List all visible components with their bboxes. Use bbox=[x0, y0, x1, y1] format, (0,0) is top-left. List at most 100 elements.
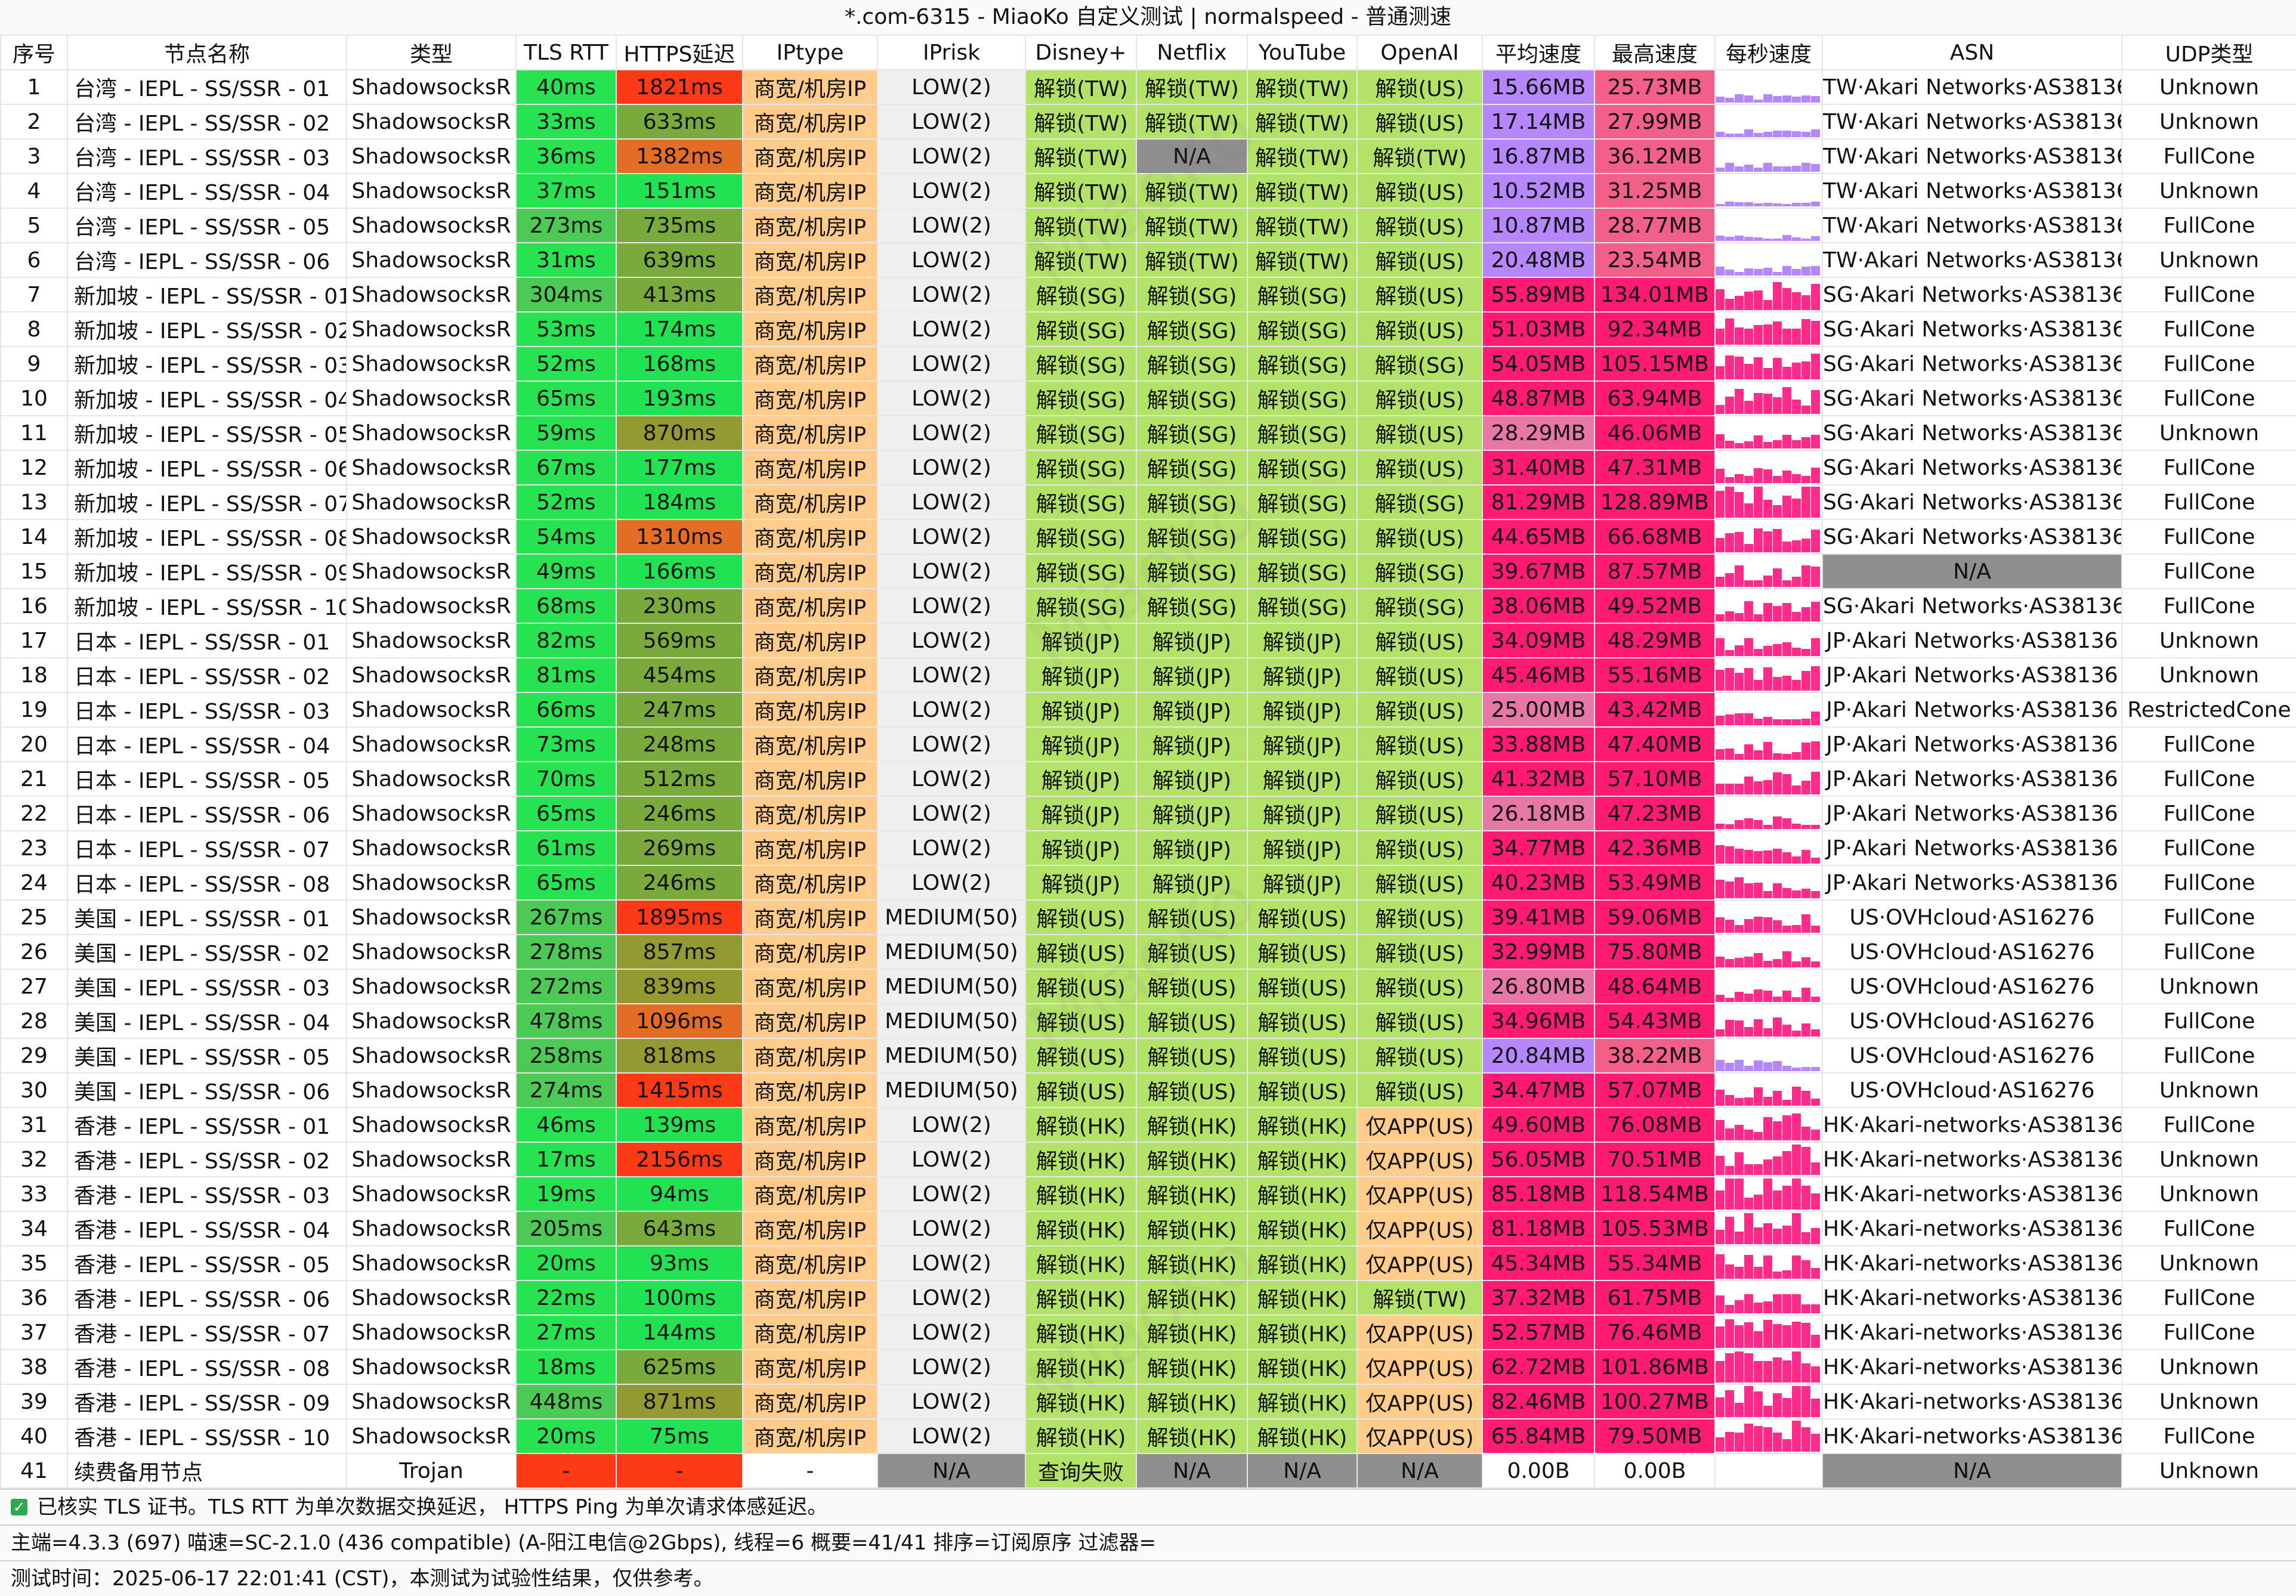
sparkline-bar bbox=[1725, 1179, 1734, 1210]
cell-iprisk: LOW(2) bbox=[877, 865, 1026, 901]
per-second-speed-sparkline bbox=[1714, 830, 1823, 866]
col-header-https-latency[interactable]: HTTPS延迟 bbox=[616, 35, 743, 70]
table-row[interactable]: 31 香港 - IEPL - SS/SSR - 01 ShadowsocksR 46m… bbox=[0, 1107, 2296, 1143]
table-row[interactable]: 22 日本 - IEPL - SS/SSR - 06 ShadowsocksR 65m… bbox=[0, 796, 2296, 831]
col-header-max-speed[interactable]: 最高速度 bbox=[1594, 35, 1716, 70]
table-row[interactable]: 12 新加坡 - IEPL - SS/SSR - 06 ShadowsocksR 67… bbox=[0, 450, 2296, 485]
table-row[interactable]: 14 新加坡 - IEPL - SS/SSR - 08 ShadowsocksR 54… bbox=[0, 519, 2296, 555]
col-header-per-second-speed[interactable]: 每秒速度 bbox=[1714, 35, 1823, 70]
sparkline-bar bbox=[1773, 1190, 1782, 1210]
col-header-disney[interactable]: Disney+ bbox=[1025, 35, 1137, 70]
sparkline-bar bbox=[1735, 673, 1744, 691]
cell-index: 30 bbox=[0, 1072, 68, 1108]
table-row[interactable]: 1 台湾 - IEPL - SS/SSR - 01 ShadowsocksR 40ms… bbox=[0, 69, 2296, 105]
cell-https-latency: 2156ms bbox=[616, 1142, 743, 1177]
col-header-udp-type[interactable]: UDP类型 bbox=[2121, 35, 2296, 70]
col-header-netflix[interactable]: Netflix bbox=[1136, 35, 1248, 70]
cell-avg-speed: 34.77MB bbox=[1482, 830, 1595, 866]
table-row[interactable]: 32 香港 - IEPL - SS/SSR - 02 ShadowsocksR 17m… bbox=[0, 1142, 2296, 1177]
col-header-type[interactable]: 类型 bbox=[346, 35, 517, 70]
cell-https-latency: 144ms bbox=[616, 1314, 743, 1350]
col-header-node-name[interactable]: 节点名称 bbox=[67, 35, 347, 70]
sparkline-bar bbox=[1801, 1232, 1810, 1244]
table-row[interactable]: 7 新加坡 - IEPL - SS/SSR - 01 ShadowsocksR 304… bbox=[0, 277, 2296, 313]
sparkline-bar bbox=[1811, 741, 1820, 760]
cell-node-name: 日本 - IEPL - SS/SSR - 08 bbox=[67, 865, 347, 901]
table-row[interactable]: 18 日本 - IEPL - SS/SSR - 02 ShadowsocksR 81m… bbox=[0, 657, 2296, 693]
table-row[interactable]: 29 美国 - IEPL - SS/SSR - 05 ShadowsocksR 258… bbox=[0, 1038, 2296, 1074]
col-header-iprisk[interactable]: IPrisk bbox=[877, 35, 1026, 70]
table-row[interactable]: 21 日本 - IEPL - SS/SSR - 05 ShadowsocksR 70m… bbox=[0, 761, 2296, 797]
sparkline-bar bbox=[1811, 354, 1820, 379]
cell-type: ShadowsocksR bbox=[346, 934, 517, 970]
table-row[interactable]: 9 新加坡 - IEPL - SS/SSR - 03 ShadowsocksR 52m… bbox=[0, 346, 2296, 382]
col-header-youtube[interactable]: YouTube bbox=[1247, 35, 1358, 70]
footer-line-3: 测试时间：2025-06-17 22:01:41 (CST)，本测试为试验性结果… bbox=[11, 1567, 714, 1591]
cell-node-name: 日本 - IEPL - SS/SSR - 05 bbox=[67, 761, 347, 797]
cell-tls-rtt: 82ms bbox=[515, 623, 617, 658]
table-row[interactable]: 23 日本 - IEPL - SS/SSR - 07 ShadowsocksR 61m… bbox=[0, 830, 2296, 866]
table-row[interactable]: 33 香港 - IEPL - SS/SSR - 03 ShadowsocksR 19m… bbox=[0, 1176, 2296, 1212]
table-row[interactable]: 20 日本 - IEPL - SS/SSR - 04 ShadowsocksR 73m… bbox=[0, 726, 2296, 762]
table-row[interactable]: 25 美国 - IEPL - SS/SSR - 01 ShadowsocksR 267… bbox=[0, 899, 2296, 935]
table-row[interactable]: 19 日本 - IEPL - SS/SSR - 03 ShadowsocksR 66m… bbox=[0, 692, 2296, 728]
table-row[interactable]: 3 台湾 - IEPL - SS/SSR - 03 ShadowsocksR 36ms… bbox=[0, 138, 2296, 174]
table-row[interactable]: 24 日本 - IEPL - SS/SSR - 08 ShadowsocksR 65m… bbox=[0, 865, 2296, 901]
cell-youtube: 解锁(HK) bbox=[1247, 1245, 1358, 1281]
col-header-index[interactable]: 序号 bbox=[0, 35, 68, 70]
cell-avg-speed: 34.96MB bbox=[1482, 1003, 1595, 1039]
cell-udp-type: FullCone bbox=[2121, 1107, 2296, 1143]
table-row[interactable]: 27 美国 - IEPL - SS/SSR - 03 ShadowsocksR 272… bbox=[0, 969, 2296, 1004]
sparkline-bar bbox=[1716, 236, 1725, 241]
table-row[interactable]: 2 台湾 - IEPL - SS/SSR - 02 ShadowsocksR 33ms… bbox=[0, 104, 2296, 140]
col-header-asn[interactable]: ASN bbox=[1822, 35, 2122, 70]
table-row[interactable]: 41 续费备用节点 Trojan - - - N/A 查询失败 N/A N/A N/A 0.00B 0.… bbox=[0, 1453, 2296, 1489]
sparkline-bar bbox=[1792, 1255, 1801, 1279]
cell-iptype: 商宽/机房IP bbox=[742, 692, 878, 728]
table-row[interactable]: 8 新加坡 - IEPL - SS/SSR - 02 ShadowsocksR 53m… bbox=[0, 311, 2296, 347]
table-row[interactable]: 13 新加坡 - IEPL - SS/SSR - 07 ShadowsocksR 52… bbox=[0, 484, 2296, 520]
per-second-speed-sparkline bbox=[1714, 553, 1823, 589]
cell-node-name: 香港 - IEPL - SS/SSR - 10 bbox=[67, 1418, 347, 1454]
cell-iptype: 商宽/机房IP bbox=[742, 865, 878, 901]
cell-https-latency: 1821ms bbox=[616, 69, 743, 105]
sparkline-bar bbox=[1735, 1179, 1744, 1210]
table-row[interactable]: 15 新加坡 - IEPL - SS/SSR - 09 ShadowsocksR 49… bbox=[0, 553, 2296, 589]
col-header-tls-rtt[interactable]: TLS RTT bbox=[515, 35, 617, 70]
table-row[interactable]: 38 香港 - IEPL - SS/SSR - 08 ShadowsocksR 18m… bbox=[0, 1349, 2296, 1385]
table-row[interactable]: 30 美国 - IEPL - SS/SSR - 06 ShadowsocksR 274… bbox=[0, 1072, 2296, 1108]
table-row[interactable]: 39 香港 - IEPL - SS/SSR - 09 ShadowsocksR 448… bbox=[0, 1384, 2296, 1419]
table-row[interactable]: 36 香港 - IEPL - SS/SSR - 06 ShadowsocksR 22m… bbox=[0, 1280, 2296, 1316]
col-header-openai[interactable]: OpenAI bbox=[1356, 35, 1483, 70]
col-header-avg-speed[interactable]: 平均速度 bbox=[1482, 35, 1595, 70]
table-row[interactable]: 40 香港 - IEPL - SS/SSR - 10 ShadowsocksR 20m… bbox=[0, 1418, 2296, 1454]
table-row[interactable]: 28 美国 - IEPL - SS/SSR - 04 ShadowsocksR 478… bbox=[0, 1003, 2296, 1039]
sparkline-bar bbox=[1773, 1294, 1782, 1313]
cell-node-name: 新加坡 - IEPL - SS/SSR - 05 bbox=[67, 415, 347, 451]
cell-iptype: 商宽/机房IP bbox=[742, 1003, 878, 1039]
sparkline-bar bbox=[1754, 1303, 1763, 1313]
cell-youtube: 解锁(TW) bbox=[1247, 104, 1358, 140]
sparkline-bar bbox=[1801, 437, 1810, 449]
sparkline-bar bbox=[1725, 134, 1734, 137]
table-row[interactable]: 35 香港 - IEPL - SS/SSR - 05 ShadowsocksR 20m… bbox=[0, 1245, 2296, 1281]
table-row[interactable]: 17 日本 - IEPL - SS/SSR - 01 ShadowsocksR 82m… bbox=[0, 623, 2296, 658]
cell-disney: 解锁(JP) bbox=[1025, 865, 1137, 901]
table-row[interactable]: 4 台湾 - IEPL - SS/SSR - 04 ShadowsocksR 37ms… bbox=[0, 173, 2296, 209]
table-row[interactable]: 5 台湾 - IEPL - SS/SSR - 05 ShadowsocksR 273m… bbox=[0, 208, 2296, 243]
sparkline-bar bbox=[1735, 1152, 1744, 1175]
table-row[interactable]: 10 新加坡 - IEPL - SS/SSR - 04 ShadowsocksR 65… bbox=[0, 381, 2296, 416]
cell-iptype: 商宽/机房IP bbox=[742, 1245, 878, 1281]
sparkline-bar bbox=[1744, 503, 1753, 518]
table-row[interactable]: 34 香港 - IEPL - SS/SSR - 04 ShadowsocksR 205… bbox=[0, 1211, 2296, 1247]
table-row[interactable]: 11 新加坡 - IEPL - SS/SSR - 05 ShadowsocksR 59… bbox=[0, 415, 2296, 451]
cell-openai: 解锁(US) bbox=[1356, 796, 1483, 831]
table-row[interactable]: 16 新加坡 - IEPL - SS/SSR - 10 ShadowsocksR 68… bbox=[0, 588, 2296, 624]
cell-asn: HK·Akari-networks·AS38136 bbox=[1822, 1176, 2122, 1212]
cell-tls-rtt: 274ms bbox=[515, 1072, 617, 1108]
table-row[interactable]: 26 美国 - IEPL - SS/SSR - 02 ShadowsocksR 278… bbox=[0, 934, 2296, 970]
table-row[interactable]: 6 台湾 - IEPL - SS/SSR - 06 ShadowsocksR 31ms… bbox=[0, 242, 2296, 278]
table-row[interactable]: 37 香港 - IEPL - SS/SSR - 07 ShadowsocksR 27m… bbox=[0, 1314, 2296, 1350]
col-header-iptype[interactable]: IPtype bbox=[742, 35, 878, 70]
sparkline-bar bbox=[1754, 435, 1763, 449]
